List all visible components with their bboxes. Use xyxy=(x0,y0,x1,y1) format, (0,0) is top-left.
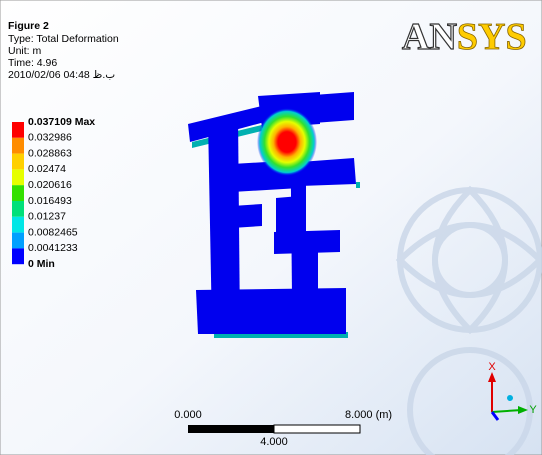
scale-end: 8.000 (m) xyxy=(345,409,392,421)
legend-label: 0.0082465 xyxy=(28,226,78,238)
legend-label: 0.020616 xyxy=(28,179,72,191)
scale-bar: 0.000 8.000 (m) 4.000 xyxy=(174,409,392,448)
legend-band xyxy=(12,137,24,154)
scale-segment xyxy=(273,424,361,434)
legend-label: 0 Min xyxy=(28,258,55,270)
logo: ANSYS xyxy=(402,16,527,58)
figure-title: Figure 2 xyxy=(8,20,49,32)
triad-x: X xyxy=(488,361,496,373)
legend-label: 0.032986 xyxy=(28,132,72,144)
header-line: Type: Total Deformation xyxy=(8,33,119,45)
legend-label: 0.016493 xyxy=(28,195,72,207)
legend: 0.037109 Max 0.032986 0.028863 0.02474 0.020… xyxy=(12,116,95,270)
header-line: Unit: m xyxy=(8,45,42,57)
scale-start: 0.000 xyxy=(174,409,202,421)
model xyxy=(188,92,360,338)
header-line: 2010/02/06 04:48 ب.ظ xyxy=(8,69,115,81)
scale-segment xyxy=(188,425,274,433)
legend-band xyxy=(12,232,24,249)
legend-band xyxy=(12,201,24,217)
triad-y: Y xyxy=(529,404,537,416)
watermark xyxy=(395,185,542,455)
legend-label: 0.028863 xyxy=(28,147,72,159)
legend-band xyxy=(12,216,24,233)
model-body xyxy=(188,92,356,334)
hotspot xyxy=(257,108,317,176)
legend-label: 0.0041233 xyxy=(28,242,78,254)
legend-band xyxy=(12,248,24,265)
legend-label: 0.037109 Max xyxy=(28,116,95,128)
scale-middle: 4.000 xyxy=(260,436,288,448)
logo-part: SYS xyxy=(457,16,527,58)
legend-label: 0.02474 xyxy=(28,163,66,175)
triad: X Y xyxy=(488,361,537,421)
header-line: Time: 4.96 xyxy=(8,57,57,69)
legend-band xyxy=(12,169,24,186)
logo-part: AN xyxy=(402,16,457,58)
legend-label: 0.01237 xyxy=(28,211,66,223)
legend-band xyxy=(12,122,24,138)
legend-band xyxy=(12,185,24,201)
legend-band xyxy=(12,153,24,170)
